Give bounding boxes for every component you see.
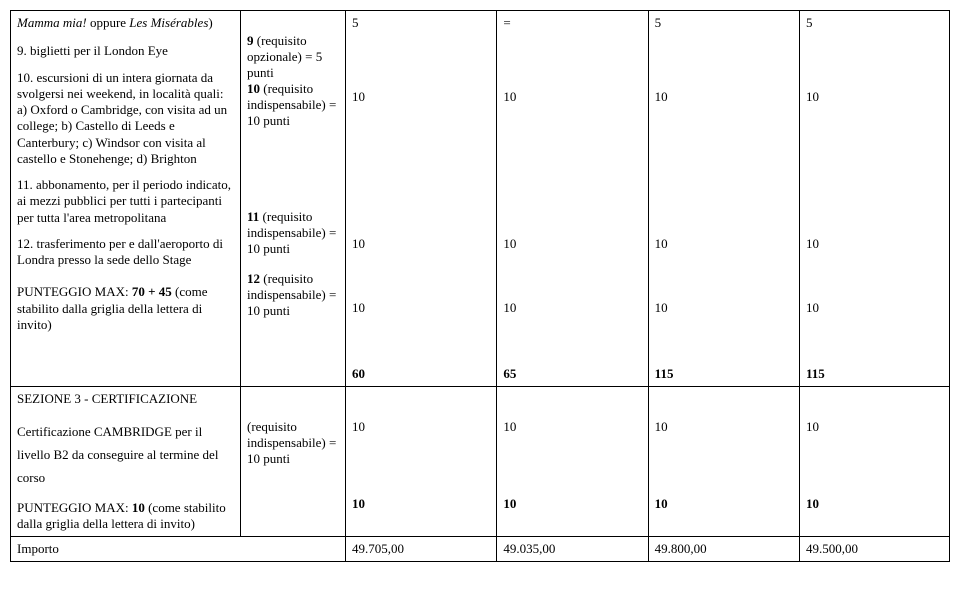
score: 10 xyxy=(352,89,490,105)
score-total: 10 xyxy=(655,496,793,512)
score-total: 60 xyxy=(352,366,490,382)
score: 10 xyxy=(655,419,793,435)
importo-label: Importo xyxy=(11,537,346,562)
score-cell: 10 10 xyxy=(648,387,799,537)
score-cell: 5 10 10 10 115 xyxy=(648,11,799,387)
text: 70 + 45 xyxy=(132,284,172,299)
text: Mamma mia! xyxy=(17,15,87,30)
criteria-item: 9. biglietti per il London Eye xyxy=(17,43,234,59)
score-cell: 5 10 10 10 60 xyxy=(346,11,497,387)
score: 10 xyxy=(655,236,793,252)
criteria-cell: Mamma mia! oppure Les Misérables) 9. big… xyxy=(11,11,241,387)
section-heading: SEZIONE 3 - CERTIFICAZIONE xyxy=(17,391,234,407)
score-cell: 5 10 10 10 115 xyxy=(800,11,950,387)
criteria-item: Certificazione CAMBRIDGE per il livello … xyxy=(17,420,234,490)
weight-cell: (requisito indispensabile) = 10 punti xyxy=(241,387,346,537)
score: 10 xyxy=(655,89,793,105)
score: 10 xyxy=(806,89,943,105)
score-total: 115 xyxy=(806,366,943,382)
score-cell: 10 10 xyxy=(800,387,950,537)
text: (requisito opzionale) = 5 punti xyxy=(247,33,322,80)
score: 10 xyxy=(655,300,793,316)
score: 5 xyxy=(806,15,943,31)
weight-text: (requisito indispensabile) = 10 punti xyxy=(247,419,339,467)
criteria-item: 10. escursioni di un intera giornata da … xyxy=(17,70,234,168)
importo-value: 49.800,00 xyxy=(648,537,799,562)
text: 10 xyxy=(132,500,145,515)
table-row: Mamma mia! oppure Les Misérables) 9. big… xyxy=(11,11,950,387)
text: PUNTEGGIO MAX: xyxy=(17,284,132,299)
text: (requisito indispensabile) = 10 punti xyxy=(247,271,336,318)
score: 10 xyxy=(806,300,943,316)
score: 10 xyxy=(503,89,641,105)
text: (requisito indispensabile) = 10 punti xyxy=(247,209,336,256)
score-cell: 10 10 xyxy=(346,387,497,537)
score: 10 xyxy=(503,236,641,252)
score-total: 10 xyxy=(806,496,943,512)
importo-value: 49.705,00 xyxy=(346,537,497,562)
text: ) xyxy=(208,15,212,30)
score-cell: 10 10 xyxy=(497,387,648,537)
text: 12 xyxy=(247,271,260,286)
score: 10 xyxy=(503,300,641,316)
text: 11 xyxy=(247,209,259,224)
importo-value: 49.500,00 xyxy=(800,537,950,562)
score-total: 10 xyxy=(352,496,490,512)
table-row: SEZIONE 3 - CERTIFICAZIONE Certificazion… xyxy=(11,387,950,537)
score: 10 xyxy=(806,236,943,252)
text: Les Misérables xyxy=(129,15,208,30)
criteria-item: 11. abbonamento, per il periodo indicato… xyxy=(17,177,234,226)
score: 10 xyxy=(503,419,641,435)
table-row: Importo 49.705,00 49.035,00 49.800,00 49… xyxy=(11,537,950,562)
importo-value: 49.035,00 xyxy=(497,537,648,562)
score-total: 65 xyxy=(503,366,641,382)
criteria-item: 12. trasferimento per e dall'aeroporto d… xyxy=(17,236,234,269)
score: 10 xyxy=(352,236,490,252)
score: = xyxy=(503,15,641,31)
text: PUNTEGGIO MAX: xyxy=(17,500,132,515)
score-total: 10 xyxy=(503,496,641,512)
weight-cell: 9 (requisito opzionale) = 5 punti 10 (re… xyxy=(241,11,346,387)
scoring-table: Mamma mia! oppure Les Misérables) 9. big… xyxy=(10,10,950,562)
text: oppure xyxy=(87,15,130,30)
score: 10 xyxy=(806,419,943,435)
score: 5 xyxy=(352,15,490,31)
score: 5 xyxy=(655,15,793,31)
score: 10 xyxy=(352,300,490,316)
score-total: 115 xyxy=(655,366,793,382)
text: (requisito indispensabile) = 10 punti xyxy=(247,81,336,128)
score-cell: = 10 10 10 65 xyxy=(497,11,648,387)
text: 10 xyxy=(247,81,260,96)
criteria-cell: SEZIONE 3 - CERTIFICAZIONE Certificazion… xyxy=(11,387,241,537)
score: 10 xyxy=(352,419,490,435)
